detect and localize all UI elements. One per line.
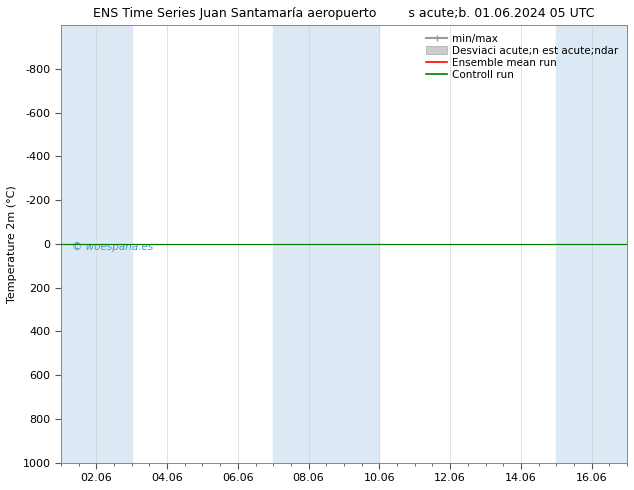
Y-axis label: Temperature 2m (°C): Temperature 2m (°C): [7, 185, 17, 303]
Bar: [96, 25, 132, 463]
Bar: [273, 25, 309, 463]
Bar: [344, 25, 379, 463]
Bar: [592, 25, 627, 463]
Bar: [556, 25, 592, 463]
Text: © woespana.es: © woespana.es: [72, 242, 153, 252]
Title: ENS Time Series Juan Santamaría aeropuerto        s acute;b. 01.06.2024 05 UTC: ENS Time Series Juan Santamaría aeropuer…: [93, 7, 595, 20]
Bar: [61, 25, 96, 463]
Bar: [309, 25, 344, 463]
Legend: min/max, Desviaci acute;n est acute;ndar, Ensemble mean run, Controll run: min/max, Desviaci acute;n est acute;ndar…: [424, 30, 622, 83]
